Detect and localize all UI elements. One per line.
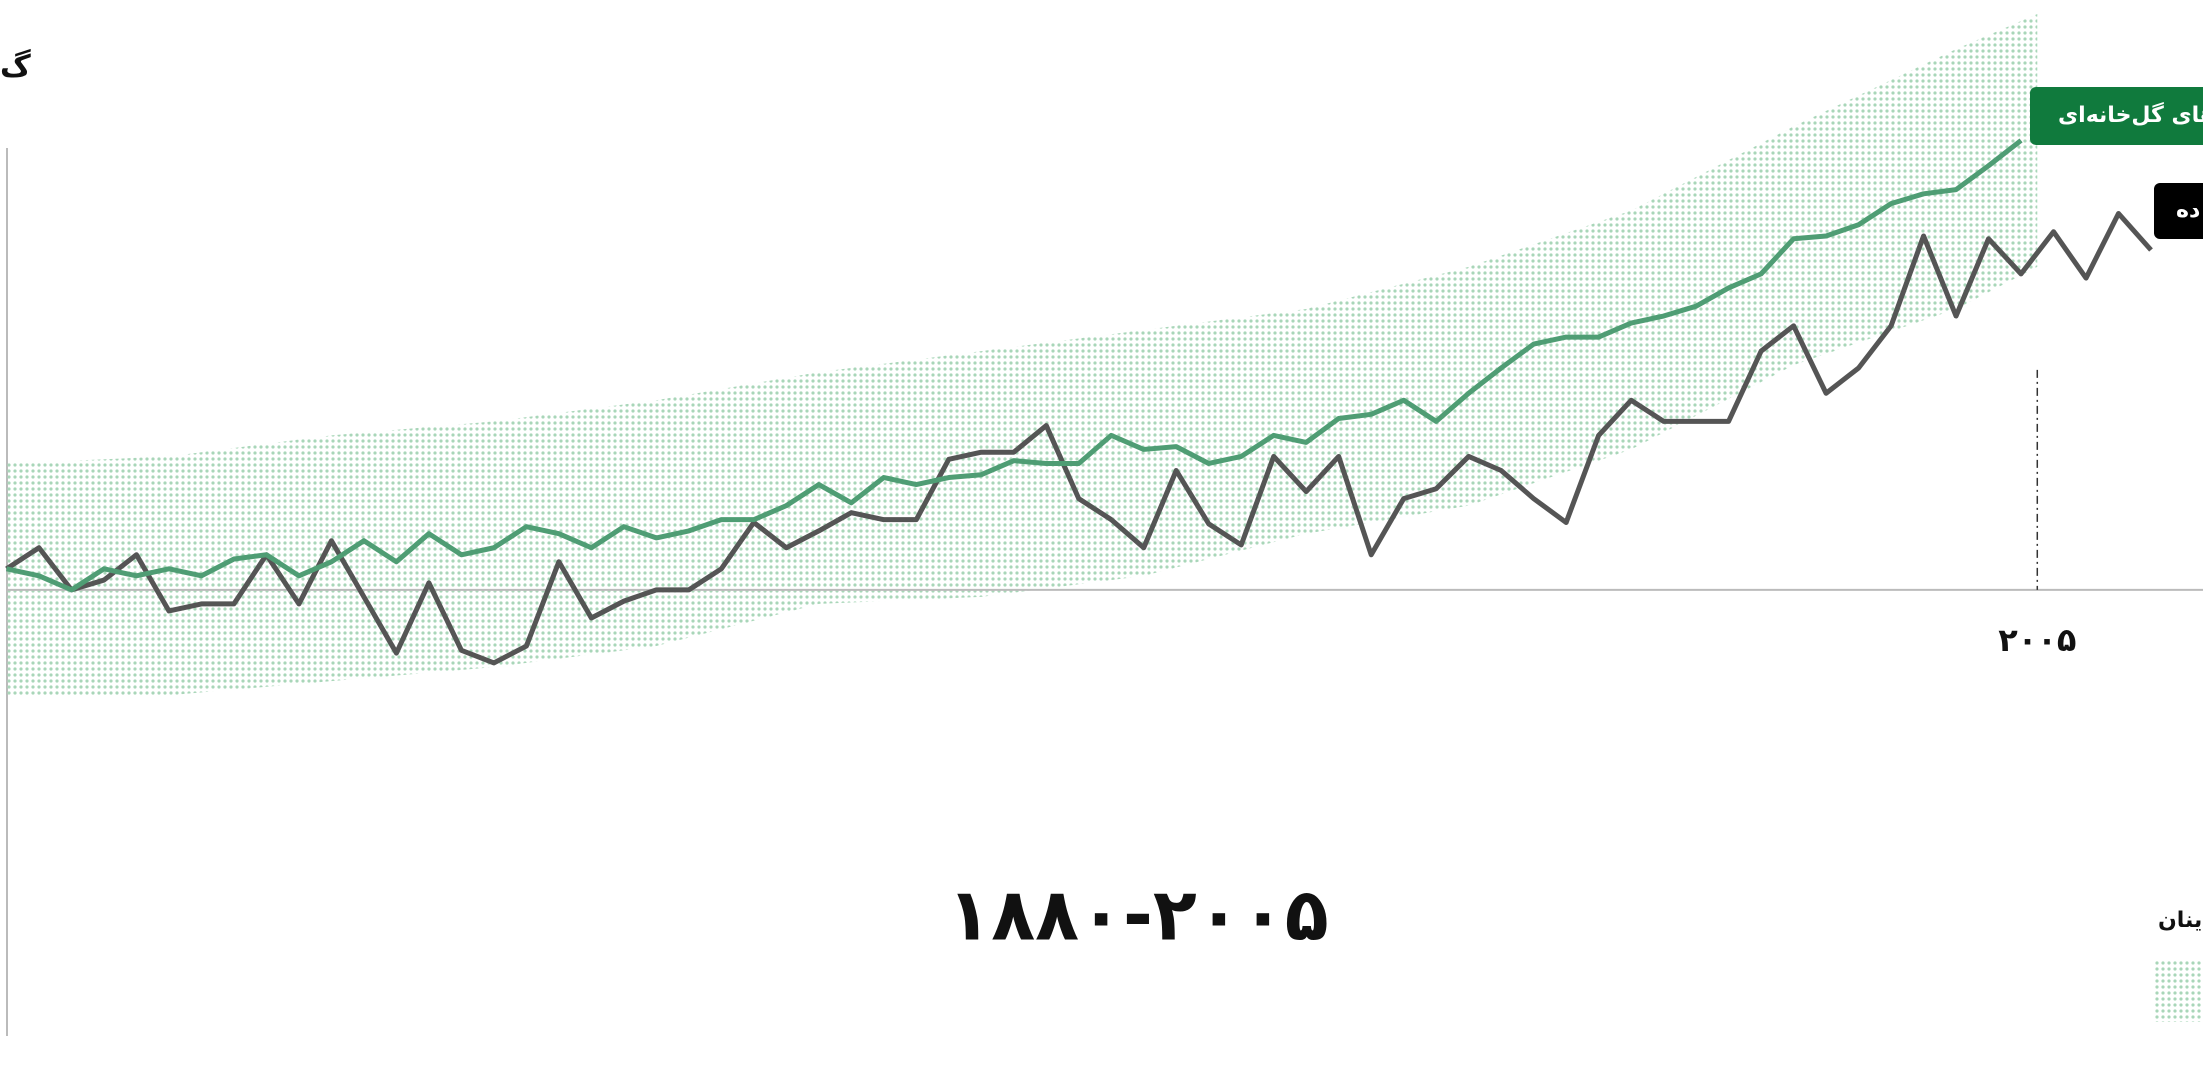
series-line [5,210,2153,666]
chart-title: ۱۸۸۰-۲۰۰۵ [947,873,1328,957]
legend-label: ینان [2158,908,2202,933]
x-tick-label: ۲۰۰۵ [1998,621,2076,659]
uncertainty-band [6,14,2038,696]
legend-box-green [2030,87,2203,145]
series-line [5,138,2023,593]
legend-swatch [2154,960,2203,1022]
band-layer [6,14,2203,696]
legend-label: ده [2176,198,2200,223]
heading: گ [0,49,31,85]
legend-label: ازهای گل‌خانه‌ای [2058,101,2203,128]
line-layer [5,138,2153,666]
legend-box-black [2154,183,2203,239]
